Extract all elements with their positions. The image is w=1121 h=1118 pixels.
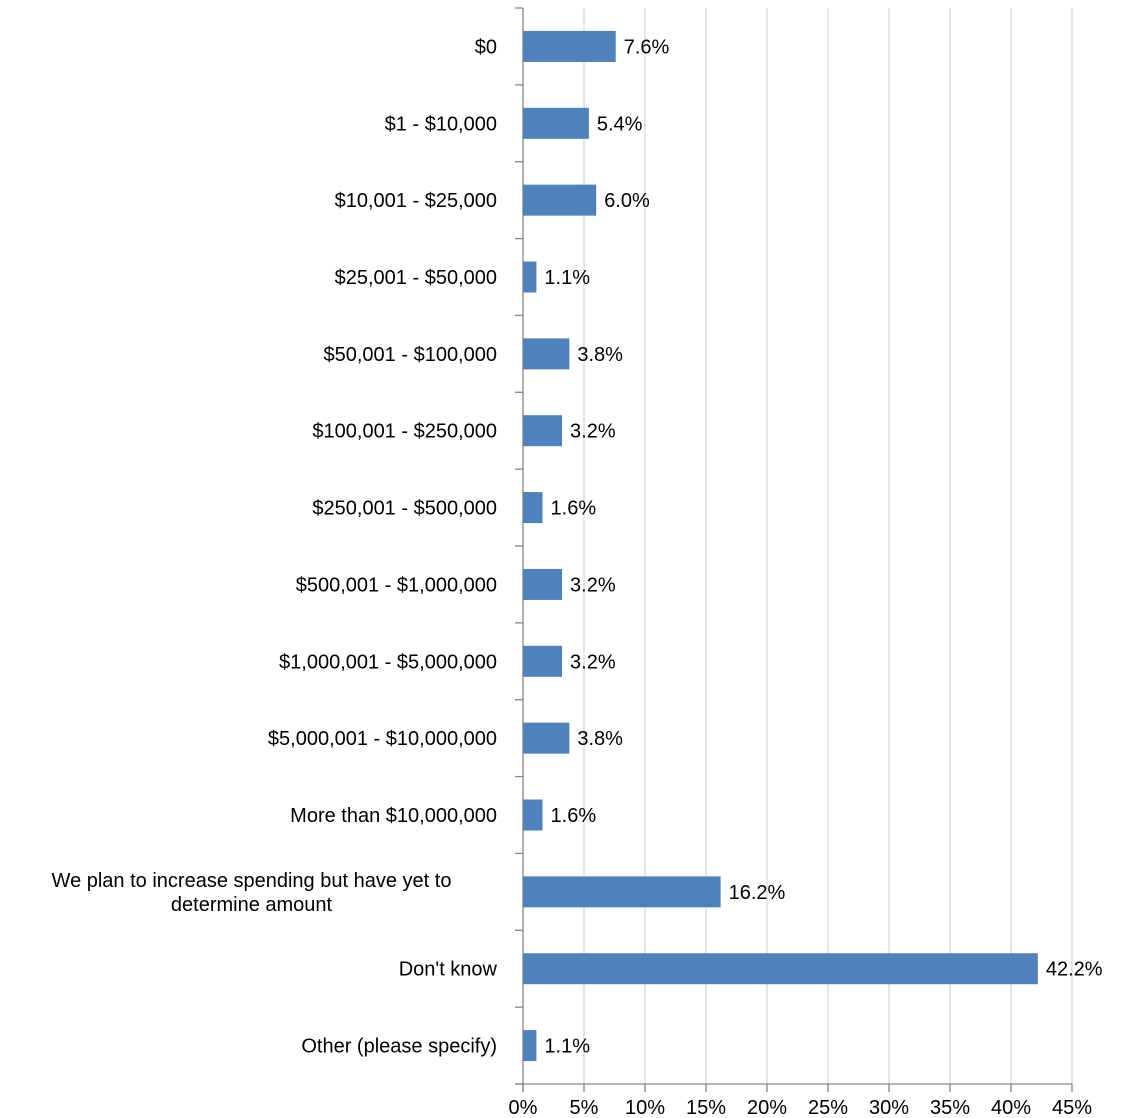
data-label: 1.1% — [544, 267, 590, 289]
bar — [523, 184, 597, 216]
x-tick-label: 35% — [930, 1097, 970, 1118]
category-label: More than $10,000,000 — [290, 805, 497, 827]
bar — [523, 492, 543, 524]
category-label-line: determine amount — [171, 894, 333, 916]
bar — [523, 30, 616, 62]
data-label: 1.1% — [544, 1036, 590, 1058]
bar — [523, 107, 589, 139]
x-tick-label: 10% — [625, 1097, 665, 1118]
category-label: $10,001 - $25,000 — [335, 190, 497, 212]
category-label: $1,000,001 - $5,000,000 — [279, 651, 497, 673]
x-tick-label: 30% — [869, 1097, 909, 1118]
data-label: 1.6% — [551, 805, 597, 827]
bar — [523, 568, 563, 600]
x-tick-label: 45% — [1052, 1097, 1092, 1118]
category-label: Don't know — [399, 959, 498, 981]
data-label: 3.2% — [570, 574, 616, 596]
data-label: 42.2% — [1046, 959, 1103, 981]
data-label: 3.8% — [577, 728, 623, 750]
bar — [523, 415, 563, 447]
category-label: $500,001 - $1,000,000 — [296, 574, 497, 596]
category-label: Other (please specify) — [301, 1036, 497, 1058]
data-label: 5.4% — [597, 113, 643, 135]
category-label: $1 - $10,000 — [385, 113, 497, 135]
data-label: 3.2% — [570, 421, 616, 443]
data-label: 16.2% — [729, 882, 786, 904]
category-label: $0 — [475, 36, 497, 58]
x-tick-label: 20% — [747, 1097, 787, 1118]
data-label: 1.6% — [551, 498, 597, 520]
axes — [515, 7, 1073, 1092]
category-label: We plan to increase spending but have ye… — [52, 870, 452, 916]
category-label: $25,001 - $50,000 — [335, 267, 497, 289]
category-label: $250,001 - $500,000 — [312, 498, 497, 520]
category-label-line: We plan to increase spending but have ye… — [52, 870, 452, 892]
bar — [523, 876, 721, 908]
category-label: $5,000,001 - $10,000,000 — [268, 728, 497, 750]
bar — [523, 953, 1038, 985]
labels: 0% 5% 10% 15% 20% 25% 30% 35% 40% 45% 7.6% $0 5.4% $1… — [52, 36, 1103, 1118]
bar — [523, 722, 570, 754]
x-tick-label: 40% — [991, 1097, 1031, 1118]
category-label: $50,001 - $100,000 — [324, 344, 498, 366]
data-label: 3.2% — [570, 651, 616, 673]
bar — [523, 338, 570, 370]
bar — [523, 1030, 537, 1062]
bar — [523, 645, 563, 677]
category-label: $100,001 - $250,000 — [312, 421, 497, 443]
x-tick-label: 0% — [509, 1097, 538, 1118]
bar — [523, 261, 537, 293]
bar — [523, 799, 543, 831]
x-tick-label: 25% — [808, 1097, 848, 1118]
x-tick-label: 5% — [570, 1097, 599, 1118]
data-label: 7.6% — [624, 36, 670, 58]
data-label: 6.0% — [604, 190, 650, 212]
bars — [523, 30, 1038, 1062]
gridlines — [583, 8, 1073, 1084]
data-label: 3.8% — [577, 344, 623, 366]
x-tick-label: 15% — [686, 1097, 726, 1118]
